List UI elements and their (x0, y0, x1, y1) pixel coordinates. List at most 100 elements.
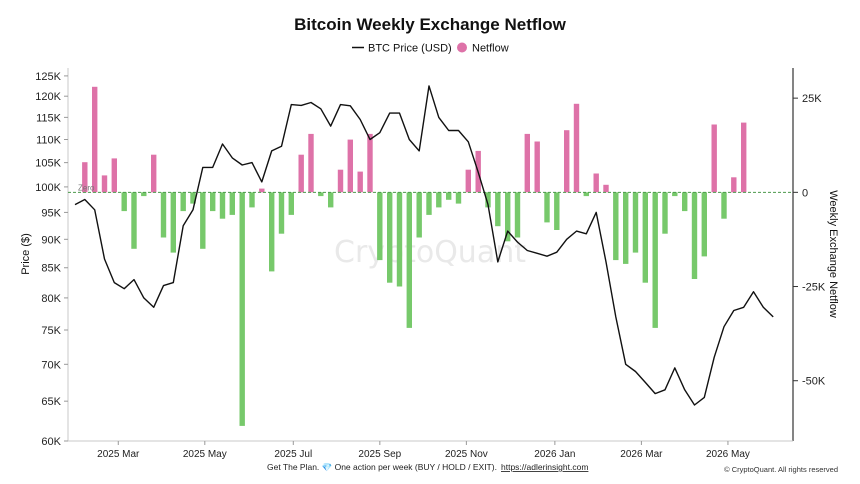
netflow-bar-outflow (701, 192, 707, 257)
x-tick-label: 2025 Sep (358, 449, 401, 460)
legend-price-label: BTC Price (USD) (368, 43, 452, 55)
netflow-bar-outflow (328, 192, 334, 208)
netflow-bar-outflow (672, 192, 678, 197)
netflow-bar-outflow (387, 192, 393, 283)
x-axis-ticks: 2025 Mar 2025 May 2025 Jul 2025 Sep 2025 Nov… (97, 441, 750, 460)
netflow-bar-inflow (337, 169, 344, 193)
left-tick-label: 105K (35, 158, 61, 170)
legend-netflow-swatch (457, 42, 467, 53)
netflow-bar-outflow (623, 192, 629, 264)
netflow-bar-inflow (367, 133, 373, 193)
netflow-bar-inflow (593, 173, 599, 193)
netflow-bar-outflow (436, 192, 442, 208)
right-tick-label: 0 (802, 187, 808, 199)
netflow-bar-inflow (111, 158, 117, 193)
netflow-bar-outflow (406, 192, 412, 328)
netflow-bar-inflow (534, 141, 540, 193)
netflow-bar-inflow (564, 130, 570, 193)
left-tick-label: 65K (41, 396, 61, 408)
left-tick-label: 125K (35, 71, 61, 83)
netflow-bar-outflow (288, 192, 294, 215)
netflow-bar-inflow (465, 169, 471, 193)
netflow-bar-inflow (711, 124, 717, 193)
x-tick-label: 2026 Jan (534, 449, 575, 460)
netflow-bar-outflow (269, 192, 275, 272)
netflow-bar-inflow (347, 139, 353, 193)
x-tick-label: 2025 May (183, 449, 227, 460)
x-tick-label: 2026 May (706, 449, 750, 460)
netflow-bar-outflow (160, 192, 167, 238)
netflow-bar-outflow (318, 192, 324, 197)
legend: BTC Price (USD) Netflow (352, 42, 509, 55)
right-axis-title: Weekly Exchange Netflow (827, 190, 839, 318)
netflow-bar-outflow (495, 192, 501, 227)
netflow-bar-outflow (396, 192, 403, 287)
netflow-bar-outflow (446, 192, 452, 200)
right-tick-label: -25K (802, 282, 826, 294)
netflow-bar-outflow (121, 192, 127, 212)
legend-netflow-label: Netflow (472, 43, 509, 55)
right-tick-label: 25K (802, 93, 822, 105)
netflow-bar-outflow (249, 192, 255, 208)
netflow-bar-inflow (524, 133, 530, 193)
netflow-bar-inflow (741, 122, 747, 193)
right-tick-label: -50K (802, 376, 826, 388)
netflow-bar-inflow (357, 171, 363, 193)
footer-link[interactable]: https://adlerinsight.com (501, 462, 588, 472)
left-tick-label: 120K (35, 91, 61, 103)
netflow-bar-inflow (101, 175, 108, 193)
netflow-bar-outflow (505, 192, 511, 242)
netflow-bar-inflow (92, 86, 98, 193)
chart-title: Bitcoin Weekly Exchange Netflow (294, 15, 567, 34)
left-axis-ticks: 60K 65K 70K 75K 80K 85K 90K 95K 100K 105K 110K 115K… (35, 71, 68, 448)
netflow-bar-outflow (141, 192, 147, 197)
netflow-bar-outflow (278, 192, 285, 234)
x-tick-label: 2025 Jul (274, 449, 312, 460)
left-tick-label: 70K (41, 359, 61, 371)
netflow-bar-outflow (642, 192, 648, 283)
netflow-bar-outflow (377, 192, 383, 261)
netflow-bar-outflow (416, 192, 422, 238)
left-tick-label: 90K (41, 234, 61, 246)
left-tick-label: 60K (41, 436, 61, 448)
left-axis-title: Price ($) (20, 233, 32, 275)
netflow-bar-inflow (151, 154, 157, 193)
netflow-bar-outflow (455, 192, 462, 204)
plot-frame (67, 68, 794, 442)
left-tick-label: 85K (41, 263, 61, 275)
price-line (74, 85, 774, 406)
netflow-bar-outflow (554, 192, 560, 230)
netflow-bar-outflow (219, 192, 226, 219)
netflow-bar-inflow (573, 103, 580, 193)
netflow-bar-inflow (308, 133, 314, 193)
netflow-bar-outflow (691, 192, 698, 279)
x-tick-label: 2026 Mar (620, 449, 663, 460)
watermark: CryptoQuant (334, 235, 526, 270)
netflow-bar-outflow (662, 192, 668, 234)
netflow-bar-outflow (613, 192, 619, 261)
left-tick-label: 110K (36, 134, 62, 146)
netflow-bar-outflow (426, 192, 432, 215)
netflow-bar-outflow (583, 192, 589, 197)
netflow-bar-outflow (200, 192, 206, 249)
netflow-bar-outflow (210, 192, 216, 212)
netflow-bar-outflow (721, 192, 727, 219)
netflow-bar-inflow (298, 154, 304, 193)
left-tick-label: 115K (36, 112, 62, 124)
netflow-bar-inflow (603, 184, 609, 193)
copyright: © CryptoQuant. All rights reserved (724, 465, 838, 474)
netflow-bar-outflow (180, 192, 186, 212)
netflow-bar-inflow (82, 162, 88, 193)
netflow-bar-outflow (190, 192, 196, 204)
zero-label: Zero (78, 183, 95, 192)
footer-text: Get The Plan. 💎 One action per week (BUY… (267, 462, 497, 472)
netflow-bar-outflow (485, 192, 491, 208)
netflow-bar-outflow (544, 192, 550, 223)
left-tick-label: 95K (41, 207, 61, 219)
netflow-bar-inflow (731, 177, 737, 193)
left-tick-label: 75K (41, 325, 61, 337)
netflow-bar-outflow (514, 192, 521, 238)
right-axis-ticks: 25K 0 -25K -50K (793, 93, 826, 388)
netflow-bar-outflow (239, 192, 245, 426)
